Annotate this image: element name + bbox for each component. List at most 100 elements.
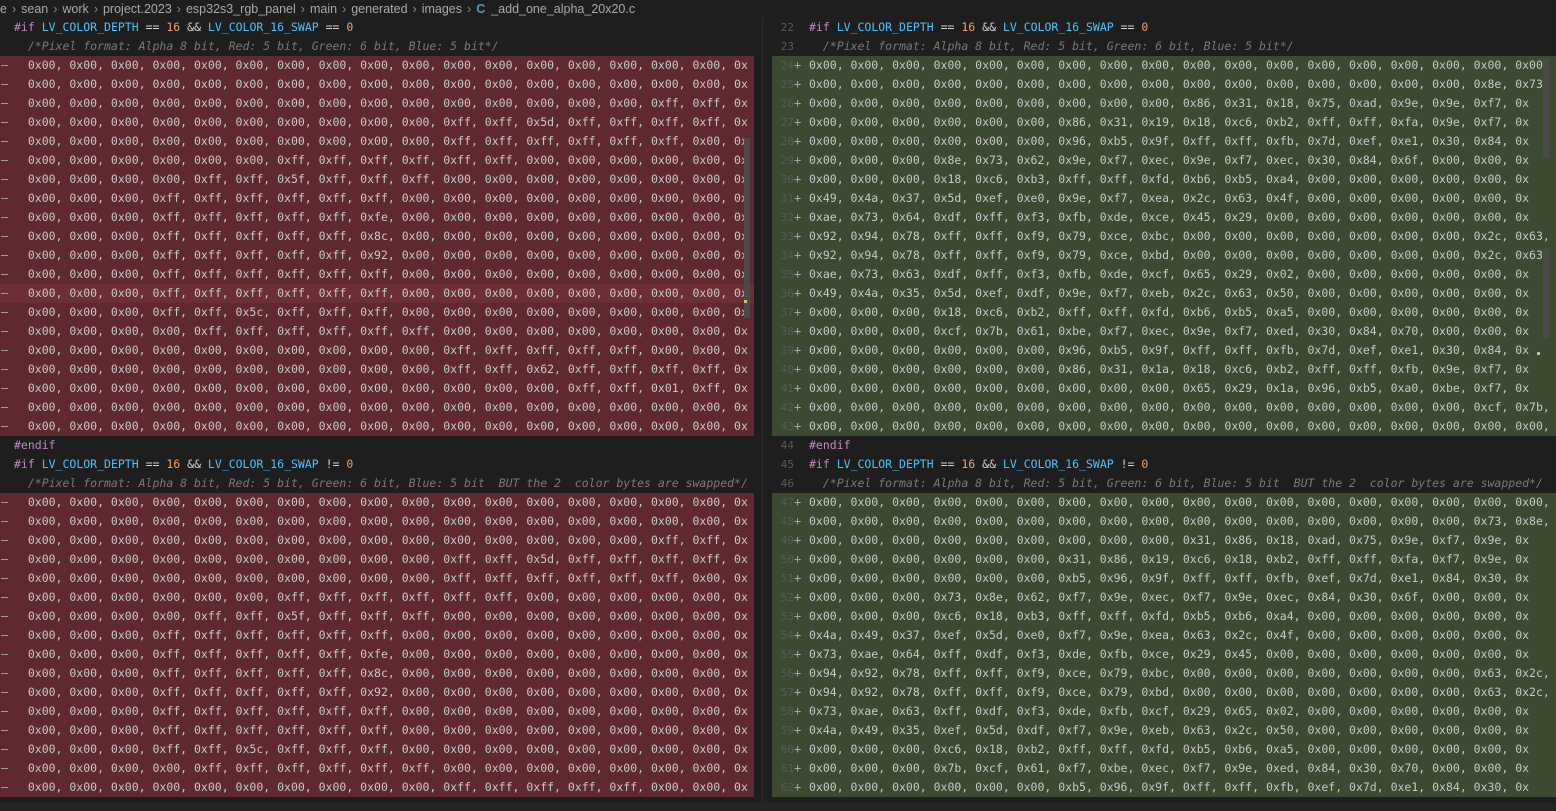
inserted-code-line[interactable]: 57 +0x94, 0x92, 0x78, 0xff, 0xff, 0xf9, 0… <box>772 683 1556 702</box>
diff-original-pane[interactable]: #if LV_COLOR_DEPTH == 16 && LV_COLOR_16_… <box>0 18 754 811</box>
inserted-code-line[interactable]: 53 +0x00, 0x00, 0x00, 0xc6, 0x18, 0xb3, 0… <box>772 607 1556 626</box>
removed-code-line[interactable]: — 0x00, 0x00, 0x00, 0xff, 0xff, 0xff, 0x… <box>0 189 754 208</box>
inserted-code-line[interactable]: 42 +0x00, 0x00, 0x00, 0x00, 0x00, 0x00, 0… <box>772 398 1556 417</box>
diff-modified-pane[interactable]: 22 #if LV_COLOR_DEPTH == 16 && LV_COLOR_1… <box>772 18 1556 811</box>
removed-code-line[interactable]: — 0x00, 0x00, 0x00, 0xff, 0xff, 0xff, 0x… <box>0 265 754 284</box>
code-line[interactable]: 44 #endif <box>772 436 1556 455</box>
inserted-code-line[interactable]: 48 +0x00, 0x00, 0x00, 0x00, 0x00, 0x00, 0… <box>772 512 1556 531</box>
removed-code-line[interactable]: — 0x00, 0x00, 0x00, 0x00, 0x00, 0x00, 0x… <box>0 113 754 132</box>
removed-code-line[interactable]: — 0x00, 0x00, 0x00, 0x00, 0x00, 0x00, 0x… <box>0 531 754 550</box>
breadcrumb-item[interactable]: e <box>0 2 7 16</box>
removed-code-line[interactable]: — 0x00, 0x00, 0x00, 0xff, 0xff, 0xff, 0x… <box>0 227 754 246</box>
removed-code-line[interactable]: — 0x00, 0x00, 0x00, 0x00, 0x00, 0x00, 0x… <box>0 132 754 151</box>
inserted-code-line[interactable]: 31 +0x49, 0x4a, 0x37, 0x5d, 0xef, 0xe0, 0… <box>772 189 1556 208</box>
breadcrumb-item[interactable]: sean <box>21 2 49 16</box>
removed-code-line[interactable]: — 0x00, 0x00, 0x00, 0xff, 0xff, 0xff, 0x… <box>0 683 754 702</box>
modified-scrollbar[interactable] <box>1537 18 1553 811</box>
inserted-code-line[interactable]: 38 +0x00, 0x00, 0x00, 0xcf, 0x7b, 0x61, 0… <box>772 322 1556 341</box>
removed-code-line[interactable]: — 0x00, 0x00, 0x00, 0xff, 0xff, 0x5c, 0x… <box>0 303 754 322</box>
removed-code-line[interactable]: — 0x00, 0x00, 0x00, 0x00, 0x00, 0x00, 0x… <box>0 151 754 170</box>
inserted-code-line[interactable]: 50 +0x00, 0x00, 0x00, 0x00, 0x00, 0x00, 0… <box>772 550 1556 569</box>
horizontal-scrollbar[interactable] <box>0 803 1556 811</box>
inserted-code-line[interactable]: 47 +0x00, 0x00, 0x00, 0x00, 0x00, 0x00, 0… <box>772 493 1556 512</box>
modified-scrollbar-thumb[interactable] <box>1543 58 1549 158</box>
removed-code-line[interactable]: — 0x00, 0x00, 0x00, 0xff, 0xff, 0xff, 0x… <box>0 626 754 645</box>
removed-code-line[interactable]: — 0x00, 0x00, 0x00, 0x00, 0x00, 0x00, 0x… <box>0 360 754 379</box>
inserted-code-line[interactable]: 27 +0x00, 0x00, 0x00, 0x00, 0x00, 0x00, 0… <box>772 113 1556 132</box>
inserted-code-line[interactable]: 37 +0x00, 0x00, 0x00, 0x18, 0xc6, 0xb2, 0… <box>772 303 1556 322</box>
breadcrumb-item[interactable]: main <box>309 2 338 16</box>
removed-code-line[interactable]: — 0x00, 0x00, 0x00, 0xff, 0xff, 0xff, 0x… <box>0 208 754 227</box>
inserted-code-line[interactable]: 25 +0x00, 0x00, 0x00, 0x00, 0x00, 0x00, 0… <box>772 75 1556 94</box>
breadcrumb-item[interactable]: generated <box>351 2 408 16</box>
removed-code-line[interactable]: — 0x00, 0x00, 0x00, 0x00, 0x00, 0x00, 0x… <box>0 778 754 797</box>
diff-pane-divider[interactable] <box>754 18 772 811</box>
inserted-code-line[interactable]: 43 +0x00, 0x00, 0x00, 0x00, 0x00, 0x00, 0… <box>772 417 1556 436</box>
inserted-code-line[interactable]: 62 +0x00, 0x00, 0x00, 0x00, 0x00, 0x00, 0… <box>772 778 1556 797</box>
breadcrumb-item[interactable]: images <box>421 2 463 16</box>
inserted-code-line[interactable]: 55 +0x73, 0xae, 0x64, 0xff, 0xdf, 0xf3, 0… <box>772 645 1556 664</box>
inserted-code-line[interactable]: 30 +0x00, 0x00, 0x00, 0x18, 0xc6, 0xb3, 0… <box>772 170 1556 189</box>
code-line[interactable]: /*Pixel format: Alpha 8 bit, Red: 5 bit,… <box>0 474 754 493</box>
code-line[interactable]: 22 #if LV_COLOR_DEPTH == 16 && LV_COLOR_1… <box>772 18 1556 37</box>
breadcrumb-item[interactable]: work <box>62 2 89 16</box>
inserted-code-line[interactable]: 49 +0x00, 0x00, 0x00, 0x00, 0x00, 0x00, 0… <box>772 531 1556 550</box>
inserted-code-line[interactable]: 33 +0x92, 0x94, 0x78, 0xff, 0xff, 0xf9, 0… <box>772 227 1556 246</box>
inserted-code-line[interactable]: 60 +0x00, 0x00, 0x00, 0xc6, 0x18, 0xb2, 0… <box>772 740 1556 759</box>
removed-code-line[interactable]: — 0x00, 0x00, 0x00, 0x00, 0x00, 0x00, 0x… <box>0 56 754 75</box>
inserted-code-line[interactable]: 59 +0x4a, 0x49, 0x35, 0xef, 0x5d, 0xdf, 0… <box>772 721 1556 740</box>
removed-code-line[interactable]: — 0x00, 0x00, 0x00, 0x00, 0x00, 0x00, 0x… <box>0 94 754 113</box>
inserted-code-line[interactable]: 58 +0x73, 0xae, 0x63, 0xff, 0xdf, 0xf3, 0… <box>772 702 1556 721</box>
code-line[interactable]: #if LV_COLOR_DEPTH == 16 && LV_COLOR_16_… <box>0 18 754 37</box>
sash[interactable] <box>762 18 763 811</box>
code-line[interactable]: 23 /*Pixel format: Alpha 8 bit, Red: 5 b… <box>772 37 1556 56</box>
removed-code-line[interactable]: — 0x00, 0x00, 0x00, 0xff, 0xff, 0xff, 0x… <box>0 246 754 265</box>
removed-code-line[interactable]: — 0x00, 0x00, 0x00, 0x00, 0xff, 0xff, 0x… <box>0 759 754 778</box>
inserted-code-line[interactable]: 24 +0x00, 0x00, 0x00, 0x00, 0x00, 0x00, 0… <box>772 56 1556 75</box>
removed-code-line[interactable]: — 0x00, 0x00, 0x00, 0x00, 0x00, 0x00, 0x… <box>0 588 754 607</box>
removed-code-line[interactable]: — 0x00, 0x00, 0x00, 0x00, 0x00, 0x00, 0x… <box>0 379 754 398</box>
inserted-code-line[interactable]: 39 +0x00, 0x00, 0x00, 0x00, 0x00, 0x00, 0… <box>772 341 1556 360</box>
code-line[interactable]: /*Pixel format: Alpha 8 bit, Red: 5 bit,… <box>0 37 754 56</box>
inserted-code-line[interactable]: 29 +0x00, 0x00, 0x00, 0x8e, 0x73, 0x62, 0… <box>772 151 1556 170</box>
removed-code-line[interactable]: — 0x00, 0x00, 0x00, 0x00, 0xff, 0xff, 0x… <box>0 322 754 341</box>
code-line[interactable]: 46 /*Pixel format: Alpha 8 bit, Red: 5 b… <box>772 474 1556 493</box>
removed-code-line[interactable]: — 0x00, 0x00, 0x00, 0x00, 0x00, 0x00, 0x… <box>0 512 754 531</box>
removed-code-line[interactable]: — 0x00, 0x00, 0x00, 0x00, 0x00, 0x00, 0x… <box>0 493 754 512</box>
removed-code-line[interactable]: — 0x00, 0x00, 0x00, 0x00, 0xff, 0xff, 0x… <box>0 607 754 626</box>
inserted-code-line[interactable]: 28 +0x00, 0x00, 0x00, 0x00, 0x00, 0x00, 0… <box>772 132 1556 151</box>
breadcrumb-file[interactable]: _add_one_alpha_20x20.c <box>491 2 636 16</box>
removed-code-line[interactable]: — 0x00, 0x00, 0x00, 0x00, 0xff, 0xff, 0x… <box>0 170 754 189</box>
breadcrumb-item[interactable]: project.2023 <box>102 2 172 16</box>
removed-code-line[interactable]: — 0x00, 0x00, 0x00, 0xff, 0xff, 0xff, 0x… <box>0 702 754 721</box>
removed-code-line[interactable]: — 0x00, 0x00, 0x00, 0xff, 0xff, 0xff, 0x… <box>0 721 754 740</box>
inserted-code-line[interactable]: 61 +0x00, 0x00, 0x00, 0x7b, 0xcf, 0x61, 0… <box>772 759 1556 778</box>
removed-code-line[interactable]: — 0x00, 0x00, 0x00, 0x00, 0x00, 0x00, 0x… <box>0 341 754 360</box>
removed-code-line[interactable]: — 0x00, 0x00, 0x00, 0x00, 0x00, 0x00, 0x… <box>0 75 754 94</box>
inserted-code-line[interactable]: 52 +0x00, 0x00, 0x00, 0x73, 0x8e, 0x62, 0… <box>772 588 1556 607</box>
original-scrollbar[interactable] <box>742 18 754 811</box>
removed-code-line[interactable]: — 0x00, 0x00, 0x00, 0x00, 0x00, 0x00, 0x… <box>0 417 754 436</box>
inserted-code-line[interactable]: 35 +0xae, 0x73, 0x63, 0xdf, 0xff, 0xf3, 0… <box>772 265 1556 284</box>
inserted-code-line[interactable]: 34 +0x92, 0x94, 0x78, 0xff, 0xff, 0xf9, 0… <box>772 246 1556 265</box>
inserted-code-line[interactable]: 40 +0x00, 0x00, 0x00, 0x00, 0x00, 0x00, 0… <box>772 360 1556 379</box>
code-line[interactable]: #endif <box>0 436 754 455</box>
removed-code-line[interactable]: — 0x00, 0x00, 0x00, 0xff, 0xff, 0xff, 0x… <box>0 664 754 683</box>
inserted-code-line[interactable]: 26 +0x00, 0x00, 0x00, 0x00, 0x00, 0x00, 0… <box>772 94 1556 113</box>
removed-code-line[interactable]: — 0x00, 0x00, 0x00, 0x00, 0x00, 0x00, 0x… <box>0 569 754 588</box>
removed-code-line[interactable]: — 0x00, 0x00, 0x00, 0xff, 0xff, 0xff, 0x… <box>0 645 754 664</box>
removed-code-line[interactable]: — 0x00, 0x00, 0x00, 0xff, 0xff, 0x5c, 0x… <box>0 740 754 759</box>
inserted-code-line[interactable]: 51 +0x00, 0x00, 0x00, 0x00, 0x00, 0x00, 0… <box>772 569 1556 588</box>
code-line[interactable]: 45 #if LV_COLOR_DEPTH == 16 && LV_COLOR_1… <box>772 455 1556 474</box>
removed-code-line[interactable]: — 0x00, 0x00, 0x00, 0xff, 0xff, 0xff, 0x… <box>0 284 754 303</box>
removed-code-line[interactable]: — 0x00, 0x00, 0x00, 0x00, 0x00, 0x00, 0x… <box>0 550 754 569</box>
inserted-code-line[interactable]: 32 +0xae, 0x73, 0x64, 0xdf, 0xff, 0xf3, 0… <box>772 208 1556 227</box>
inserted-code-line[interactable]: 41 +0x00, 0x00, 0x00, 0x00, 0x00, 0x00, 0… <box>772 379 1556 398</box>
breadcrumb-item[interactable]: esp32s3_rgb_panel <box>185 2 296 16</box>
inserted-code-line[interactable]: 54 +0x4a, 0x49, 0x37, 0xef, 0x5d, 0xe0, 0… <box>772 626 1556 645</box>
code-line[interactable]: #if LV_COLOR_DEPTH == 16 && LV_COLOR_16_… <box>0 455 754 474</box>
inserted-code-line[interactable]: 36 +0x49, 0x4a, 0x35, 0x5d, 0xef, 0xdf, 0… <box>772 284 1556 303</box>
removed-code-line[interactable]: — 0x00, 0x00, 0x00, 0x00, 0x00, 0x00, 0x… <box>0 398 754 417</box>
modified-scrollbar-thumb-lower[interactable] <box>1543 248 1549 338</box>
inserted-code-line[interactable]: 56 +0x94, 0x92, 0x78, 0xff, 0xff, 0xf9, 0… <box>772 664 1556 683</box>
